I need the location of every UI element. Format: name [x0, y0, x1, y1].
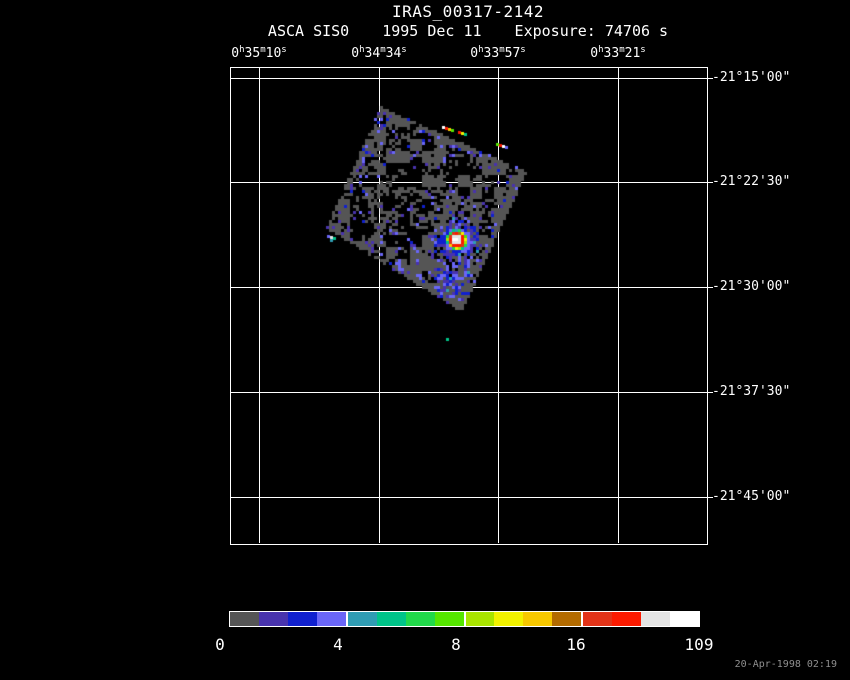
colorbar-segment [376, 612, 406, 626]
ra-tick-label: 0h35m10s [231, 45, 287, 61]
colorbar-tick-label: 0 [215, 635, 225, 654]
creation-timestamp: 20-Apr-1998 02:19 [734, 659, 837, 670]
colorbar-segment [612, 612, 642, 626]
colorbar-tick-label: 109 [684, 635, 714, 654]
ra-unit: m [380, 45, 386, 55]
colorbar-segment [465, 612, 495, 626]
colorbar-segment [494, 612, 524, 626]
colorbar [229, 611, 700, 627]
ra-unit: h [239, 45, 245, 55]
date-label: 1995 Dec 11 [382, 22, 482, 40]
colorbar-segment [434, 612, 464, 626]
ra-value: 34 [364, 46, 381, 61]
colorbar-divider [463, 612, 466, 626]
dec-tick-mark [706, 497, 713, 498]
exposure-label: Exposure: 74706 s [514, 22, 669, 40]
colorbar-divider [345, 612, 348, 626]
colorbar-segment [552, 612, 582, 626]
colorbar-segment [641, 612, 671, 626]
ra-unit: s [640, 45, 646, 55]
colorbar-tick-label: 8 [451, 635, 461, 654]
ra-value: 33 [603, 46, 620, 61]
colorbar-segment [316, 612, 346, 626]
dec-tick-label: -21°45'00" [712, 489, 791, 504]
ra-unit: m [619, 45, 625, 55]
ra-value: 33 [483, 46, 500, 61]
ra-value: 10 [265, 46, 282, 61]
ra-unit: s [401, 45, 407, 55]
dec-tick-mark [706, 78, 713, 79]
dec-tick-label: -21°22'30" [712, 174, 791, 189]
colorbar-tick-label: 4 [333, 635, 343, 654]
colorbar-segment [583, 612, 613, 626]
colorbar-segment [258, 612, 288, 626]
dec-tick-label: -21°30'00" [712, 279, 791, 294]
ra-tick-label: 0h33m57s [470, 45, 526, 61]
ra-value: 35 [244, 46, 261, 61]
ra-value: 57 [504, 46, 521, 61]
dec-tick-label: -21°37'30" [712, 384, 791, 399]
ra-tick-label: 0h34m34s [351, 45, 407, 61]
ra-value: 0 [470, 46, 479, 61]
ra-unit: s [281, 45, 287, 55]
colorbar-segment [347, 612, 377, 626]
colorbar-divider [581, 612, 584, 626]
ra-unit: h [598, 45, 604, 55]
ra-unit: m [499, 45, 505, 55]
colorbar-tick-label: 16 [566, 635, 586, 654]
colorbar-segment [670, 612, 699, 626]
ra-unit: h [478, 45, 484, 55]
ra-unit: h [359, 45, 365, 55]
xray-image-canvas [230, 67, 706, 543]
dec-tick-mark [706, 392, 713, 393]
dec-tick-mark [706, 182, 713, 183]
colorbar-segment [287, 612, 317, 626]
ra-value: 0 [590, 46, 599, 61]
ra-value: 0 [351, 46, 360, 61]
page-title: IRAS_00317-2142 [392, 2, 544, 21]
dec-tick-label: -21°15'00" [712, 70, 791, 85]
observation-subtitle: ASCA SIS0 1995 Dec 11 Exposure: 74706 s [230, 22, 706, 40]
ra-unit: m [260, 45, 266, 55]
colorbar-segment [405, 612, 435, 626]
dec-tick-mark [706, 287, 713, 288]
instrument-label: ASCA SIS0 [267, 22, 350, 40]
colorbar-segment [230, 612, 259, 626]
ra-value: 0 [231, 46, 240, 61]
ra-value: 21 [624, 46, 641, 61]
ra-tick-label: 0h33m21s [590, 45, 646, 61]
ra-value: 34 [385, 46, 402, 61]
colorbar-segment [523, 612, 553, 626]
ra-unit: s [520, 45, 526, 55]
